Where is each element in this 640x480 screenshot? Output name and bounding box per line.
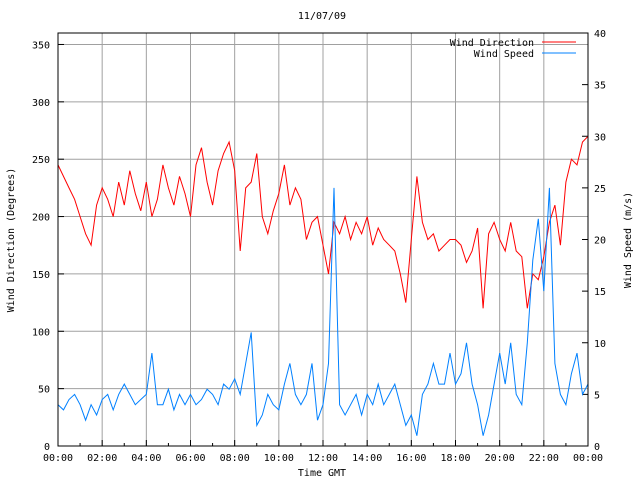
- axis-ticks: 0 50 100 150 200 250 300 350 0 5 10 15 20 25 30 35 40 00:…: [32, 29, 606, 464]
- y-tick-label: 50: [38, 385, 50, 396]
- y2-tick-label: 20: [594, 236, 606, 247]
- x-axis-label: Time GMT: [298, 468, 346, 479]
- wind-speed-line: [57, 187, 589, 436]
- y2-tick-label: 10: [594, 339, 606, 350]
- x-tick-label: 06:00: [175, 453, 205, 464]
- plot-frame: [57, 32, 589, 447]
- y-tick-label: 150: [32, 270, 50, 281]
- y2-tick-label: 5: [594, 390, 600, 401]
- y2-tick-label: 35: [594, 81, 606, 92]
- x-tick-label: 08:00: [220, 453, 250, 464]
- y-tick-label: 200: [32, 213, 50, 224]
- x-tick-label: 14:00: [352, 453, 382, 464]
- grid: [58, 33, 588, 446]
- x-tick-label: 20:00: [485, 453, 515, 464]
- y2-axis-label: Wind Speed (m/s): [623, 192, 634, 288]
- x-tick-label: 22:00: [529, 453, 559, 464]
- legend-label-speed: Wind Speed: [474, 49, 534, 60]
- y-axis-label: Wind Direction (Degrees): [6, 168, 17, 313]
- x-tick-label: 00:00: [573, 453, 603, 464]
- y-tick-label: 350: [32, 40, 50, 51]
- y2-tick-label: 40: [594, 29, 606, 40]
- y-tick-label: 300: [32, 98, 50, 109]
- series-lines: [57, 135, 589, 436]
- chart-title: 11/07/09: [298, 11, 346, 22]
- y-tick-label: 250: [32, 155, 50, 166]
- y2-tick-label: 15: [594, 287, 606, 298]
- y2-tick-label: 0: [594, 442, 600, 453]
- y2-tick-label: 30: [594, 132, 606, 143]
- x-tick-label: 02:00: [87, 453, 117, 464]
- wind-direction-line: [57, 135, 589, 309]
- x-tick-label: 00:00: [43, 453, 73, 464]
- legend: Wind Direction Wind Speed: [450, 38, 576, 60]
- x-tick-label: 18:00: [440, 453, 470, 464]
- legend-label-direction: Wind Direction: [450, 38, 534, 49]
- x-tick-label: 12:00: [308, 453, 338, 464]
- y2-tick-label: 25: [594, 184, 606, 195]
- y-tick-label: 0: [44, 442, 50, 453]
- x-tick-label: 16:00: [396, 453, 426, 464]
- x-tick-label: 04:00: [131, 453, 161, 464]
- y-tick-label: 100: [32, 327, 50, 338]
- x-tick-label: 10:00: [264, 453, 294, 464]
